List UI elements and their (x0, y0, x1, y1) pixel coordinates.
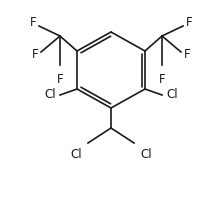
Text: Cl: Cl (44, 89, 56, 102)
Text: F: F (159, 73, 165, 86)
Text: F: F (29, 16, 36, 30)
Text: F: F (184, 49, 191, 62)
Text: Cl: Cl (140, 148, 152, 162)
Text: Cl: Cl (70, 148, 82, 162)
Text: F: F (186, 16, 193, 30)
Text: F: F (57, 73, 63, 86)
Text: Cl: Cl (166, 89, 178, 102)
Text: F: F (31, 49, 38, 62)
